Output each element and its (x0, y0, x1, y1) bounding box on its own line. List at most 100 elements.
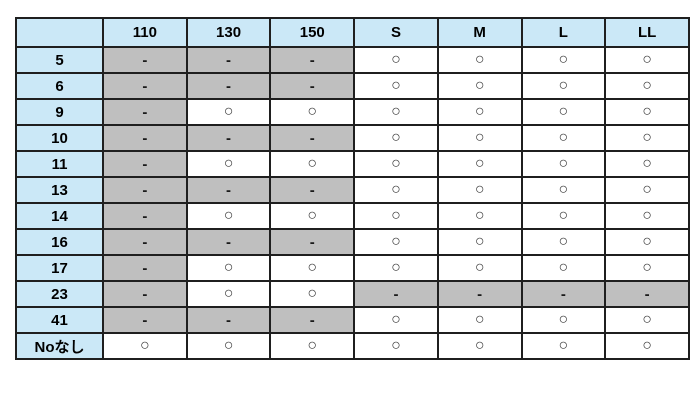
cell-available: ○ (185, 332, 272, 360)
cell-available: ○ (185, 98, 272, 126)
cell-unavailable: - (102, 46, 188, 74)
header-row: 110 130 150 S M L LL (15, 17, 690, 48)
row-label: 5 (15, 46, 104, 74)
cell-unavailable: - (185, 228, 272, 256)
corner-cell (15, 17, 104, 48)
row-label: 10 (15, 124, 104, 152)
cell-available: ○ (353, 254, 439, 282)
cell-available: ○ (604, 46, 690, 74)
cell-available: ○ (436, 150, 523, 178)
cell-available: ○ (520, 124, 607, 152)
cell-unavailable: - (185, 306, 272, 334)
row-label: Noなし (15, 332, 104, 360)
cell-available: ○ (436, 254, 523, 282)
cell-available: ○ (436, 124, 523, 152)
cell-available: ○ (185, 254, 272, 282)
cell-available: ○ (604, 72, 690, 100)
cell-unavailable: - (102, 176, 188, 204)
cell-available: ○ (185, 202, 272, 230)
cell-unavailable: - (269, 176, 356, 204)
table-row: 10- - - ○ ○ ○ ○ (15, 124, 690, 152)
cell-available: ○ (353, 46, 439, 74)
row-label: 9 (15, 98, 104, 126)
table-row: 23- ○ ○ - - - - (15, 280, 690, 308)
cell-available: ○ (604, 150, 690, 178)
cell-unavailable: - (102, 254, 188, 282)
cell-unavailable: - (102, 280, 188, 308)
cell-available: ○ (436, 332, 523, 360)
table-row: 6- - - ○ ○ ○ ○ (15, 72, 690, 100)
cell-unavailable: - (353, 280, 439, 308)
cell-available: ○ (269, 98, 356, 126)
cell-unavailable: - (185, 72, 272, 100)
cell-available: ○ (269, 332, 356, 360)
row-label: 17 (15, 254, 104, 282)
cell-available: ○ (604, 202, 690, 230)
cell-available: ○ (604, 228, 690, 256)
cell-available: ○ (520, 72, 607, 100)
cell-available: ○ (604, 124, 690, 152)
cell-unavailable: - (102, 228, 188, 256)
cell-unavailable: - (185, 176, 272, 204)
cell-available: ○ (269, 202, 356, 230)
table-row: 41- - - ○ ○ ○ ○ (15, 306, 690, 334)
cell-unavailable: - (102, 202, 188, 230)
cell-available: ○ (353, 228, 439, 256)
cell-unavailable: - (102, 150, 188, 178)
row-label: 6 (15, 72, 104, 100)
row-label: 14 (15, 202, 104, 230)
cell-available: ○ (353, 72, 439, 100)
cell-available: ○ (520, 176, 607, 204)
cell-available: ○ (353, 306, 439, 334)
cell-available: ○ (436, 202, 523, 230)
cell-available: ○ (436, 228, 523, 256)
table-row: 16- - - ○ ○ ○ ○ (15, 228, 690, 256)
cell-available: ○ (520, 98, 607, 126)
cell-unavailable: - (604, 280, 690, 308)
row-label: 23 (15, 280, 104, 308)
cell-unavailable: - (102, 72, 188, 100)
table-body: 5- - - ○ ○ ○ ○ 6- - - ○ ○ ○ ○ 9- ○ ○ ○ ○ ○ ○ 10- - - ○ ○ ○ ○ 11- ○ ○ ○ ○… (15, 46, 690, 360)
cell-unavailable: - (269, 72, 356, 100)
size-availability-table: 110 130 150 S M L LL 5- - - ○ ○ ○ ○ 6- - - ○ ○ ○ ○ 9- ○ ○ ○ ○ ○ ○ 1… (15, 17, 690, 360)
cell-available: ○ (520, 228, 607, 256)
cell-available: ○ (436, 46, 523, 74)
row-label: 13 (15, 176, 104, 204)
cell-available: ○ (269, 280, 356, 308)
cell-unavailable: - (269, 306, 356, 334)
cell-unavailable: - (102, 98, 188, 126)
cell-unavailable: - (102, 306, 188, 334)
column-header-150: 150 (269, 17, 356, 48)
table-row: 13- - - ○ ○ ○ ○ (15, 176, 690, 204)
column-header-m: M (436, 17, 523, 48)
column-header-ll: LL (604, 17, 690, 48)
cell-available: ○ (520, 150, 607, 178)
cell-available: ○ (436, 98, 523, 126)
cell-available: ○ (353, 332, 439, 360)
cell-available: ○ (269, 150, 356, 178)
cell-unavailable: - (269, 228, 356, 256)
cell-available: ○ (436, 306, 523, 334)
row-label: 41 (15, 306, 104, 334)
column-header-130: 130 (185, 17, 272, 48)
cell-unavailable: - (436, 280, 523, 308)
table-row: 11- ○ ○ ○ ○ ○ ○ (15, 150, 690, 178)
cell-available: ○ (436, 72, 523, 100)
column-header-s: S (353, 17, 439, 48)
cell-available: ○ (269, 254, 356, 282)
cell-available: ○ (353, 176, 439, 204)
row-label: 16 (15, 228, 104, 256)
cell-available: ○ (604, 176, 690, 204)
cell-available: ○ (436, 176, 523, 204)
cell-available: ○ (185, 150, 272, 178)
table-row: 5- - - ○ ○ ○ ○ (15, 46, 690, 74)
cell-available: ○ (520, 254, 607, 282)
cell-available: ○ (102, 332, 188, 360)
cell-available: ○ (353, 124, 439, 152)
cell-available: ○ (353, 202, 439, 230)
cell-available: ○ (604, 332, 690, 360)
cell-unavailable: - (102, 124, 188, 152)
cell-available: ○ (604, 254, 690, 282)
cell-available: ○ (353, 150, 439, 178)
